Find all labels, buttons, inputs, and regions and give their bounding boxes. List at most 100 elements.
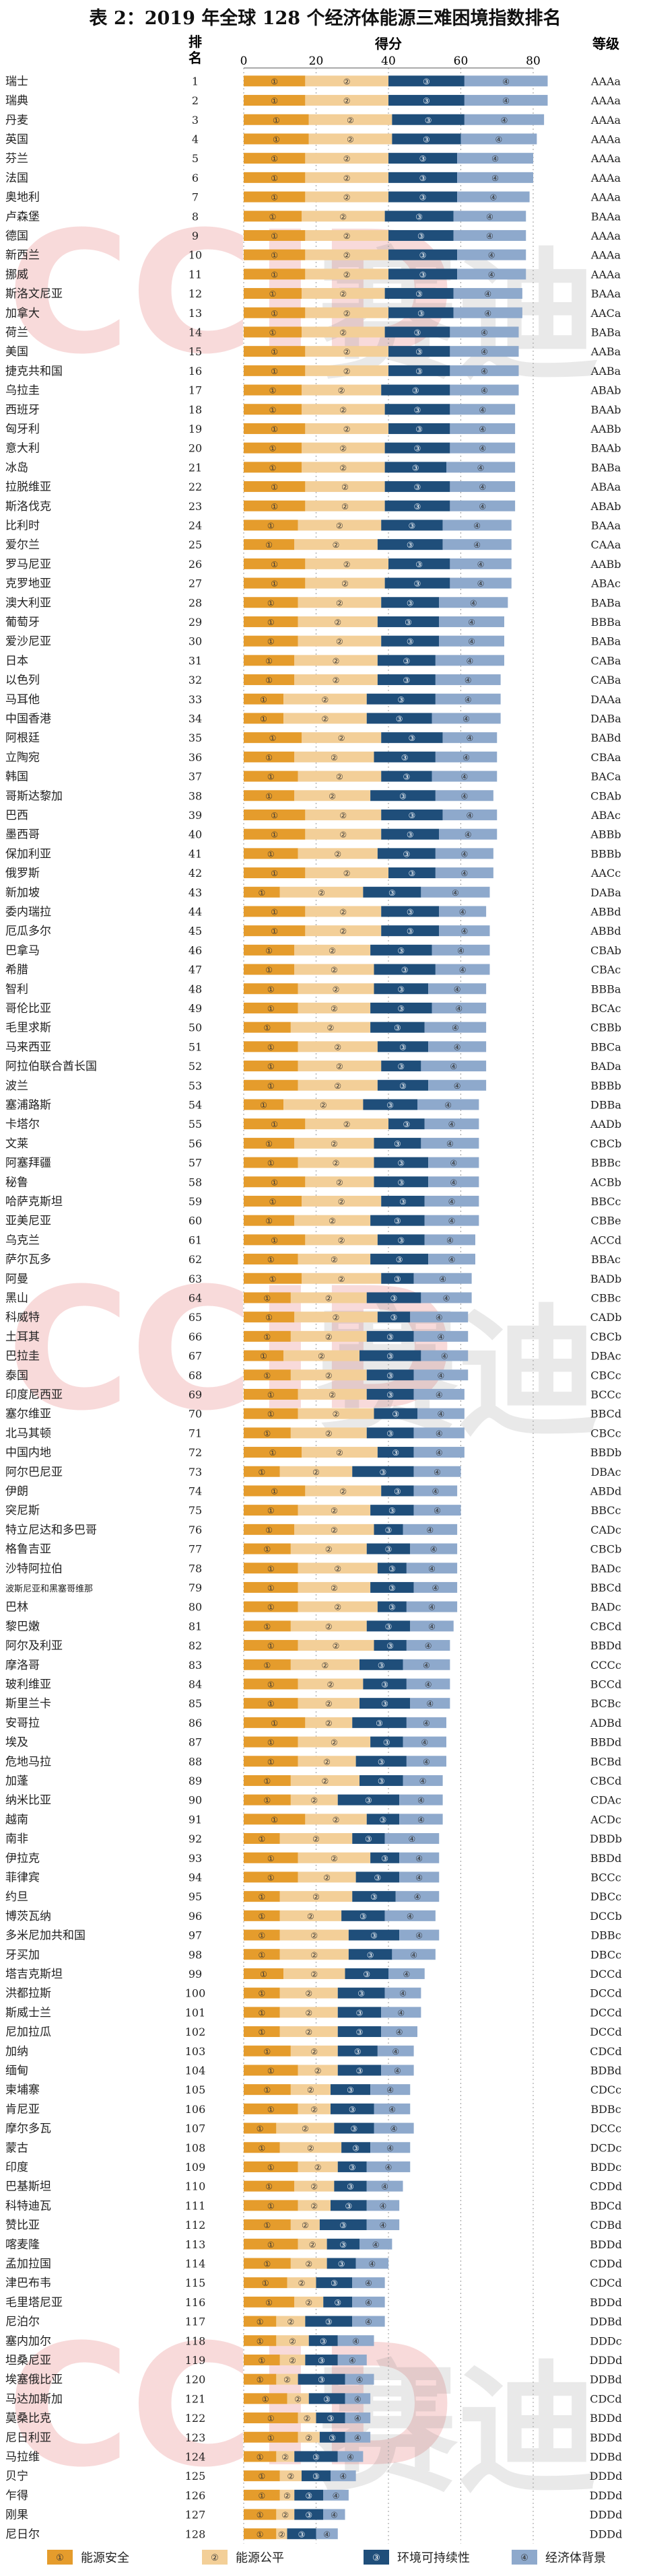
bar-segment — [244, 307, 306, 318]
segment-marker: ④ — [436, 1390, 443, 1400]
x-tick-label: 40 — [381, 55, 396, 68]
bar-segment — [244, 2431, 298, 2443]
grade-label: AAAa — [590, 191, 621, 204]
grade-label: BDBd — [590, 2064, 622, 2077]
bar-segment — [399, 1814, 443, 1825]
bar-segment — [305, 1118, 388, 1130]
rank-label: 18 — [189, 403, 202, 416]
bar-segment — [244, 2161, 298, 2172]
bar-segment — [305, 172, 388, 183]
bar-segment — [413, 1447, 465, 1458]
bar-segment — [377, 848, 436, 859]
grade-label: CDDd — [590, 2257, 622, 2270]
bar-segment — [424, 1022, 487, 1033]
bar-segment — [410, 1312, 469, 1323]
segment-marker: ④ — [462, 753, 470, 762]
bar-segment — [244, 1330, 291, 1342]
bar-segment — [298, 2373, 345, 2385]
bar-segment — [305, 481, 385, 493]
rank-label: 101 — [185, 2006, 206, 2019]
bar-segment — [279, 1929, 349, 1941]
bar-segment — [388, 558, 450, 569]
bar-segment — [298, 1601, 378, 1612]
bar-segment — [406, 1717, 446, 1728]
bar-segment — [298, 1756, 356, 1767]
grade-label: ABAb — [590, 384, 621, 397]
bar-segment — [294, 964, 374, 975]
bar-segment — [298, 520, 382, 531]
country-label: 卡塔尔 — [5, 1118, 40, 1131]
rank-label: 106 — [185, 2103, 206, 2116]
segment-marker: ② — [329, 946, 336, 956]
bar-segment — [435, 964, 490, 975]
segment-marker: ④ — [484, 309, 491, 318]
segment-marker: ③ — [370, 1892, 378, 1902]
bar-segment — [244, 1388, 298, 1400]
country-label: 加蓬 — [5, 1775, 28, 1788]
segment-marker: ③ — [397, 1159, 405, 1168]
segment-marker: ④ — [423, 1719, 430, 1728]
segment-marker: ④ — [428, 1622, 436, 1631]
rank-label: 74 — [189, 1484, 202, 1497]
bar-segment — [457, 269, 526, 280]
segment-marker: ② — [333, 656, 340, 666]
segment-marker: ① — [265, 540, 273, 550]
bar-segment — [302, 404, 385, 415]
bar-segment — [298, 1157, 374, 1168]
segment-marker: ② — [343, 270, 351, 279]
bar-segment — [302, 732, 382, 744]
country-label: 保加利亚 — [5, 847, 51, 861]
country-label: 黎巴嫩 — [5, 1620, 40, 1633]
grade-label: DBDb — [590, 1832, 622, 1845]
rank-label: 57 — [189, 1157, 202, 1170]
rank-label: 118 — [185, 2334, 206, 2347]
segment-marker: ② — [281, 2452, 289, 2462]
bar-segment — [374, 751, 436, 762]
country-label: 印度 — [5, 2161, 28, 2174]
country-label: 牙买加 — [5, 1948, 40, 1962]
bar-segment — [439, 925, 490, 937]
segment-marker: ② — [343, 154, 351, 164]
bar-segment — [403, 1659, 450, 1670]
segment-marker: ① — [267, 1564, 275, 1573]
segment-marker: ④ — [477, 463, 485, 472]
country-label: 荷兰 — [5, 326, 28, 339]
grade-label: BADc — [590, 1562, 621, 1575]
segment-marker: ③ — [397, 1236, 405, 1245]
bar-segment — [305, 809, 382, 820]
bar-segment — [298, 597, 382, 608]
segment-marker: ④ — [396, 2028, 403, 2037]
bar-segment — [384, 1833, 440, 1845]
segment-marker: ① — [265, 1526, 273, 1535]
bar-segment — [279, 2026, 338, 2038]
bar-segment — [377, 1234, 425, 1246]
country-label: 加拿大 — [5, 306, 40, 320]
segment-marker: ② — [336, 521, 343, 530]
bar-segment — [377, 655, 436, 666]
bar-segment — [244, 1987, 280, 1999]
bar-segment — [305, 346, 388, 357]
country-label: 摩尔多瓦 — [5, 2122, 51, 2136]
segment-marker: ② — [314, 2163, 322, 2172]
segment-marker: ① — [265, 2298, 273, 2307]
segment-marker: ① — [258, 2028, 265, 2037]
segment-marker: ③ — [305, 2511, 312, 2520]
grade-label: CBAc — [591, 964, 621, 976]
rank-label: 42 — [189, 867, 202, 880]
country-label: 肯尼亚 — [5, 2103, 40, 2116]
grade-label: DAAa — [590, 693, 621, 706]
segment-marker: ③ — [386, 1641, 394, 1651]
bar-segment — [305, 269, 388, 280]
segment-marker: ④ — [428, 1564, 436, 1573]
segment-marker: ① — [267, 2066, 275, 2075]
segment-marker: ② — [339, 830, 347, 840]
country-label: 萨尔瓦多 — [5, 1253, 51, 1266]
country-label: 泰国 — [5, 1369, 28, 1382]
segment-marker: ② — [338, 386, 345, 396]
rank-label: 61 — [189, 1233, 202, 1246]
bar-segment — [366, 2219, 400, 2231]
segment-marker: ① — [264, 1332, 271, 1342]
grade-label: BCBd — [590, 1755, 621, 1768]
grade-label: AABb — [590, 558, 621, 571]
segment-marker: ③ — [380, 1468, 387, 1477]
